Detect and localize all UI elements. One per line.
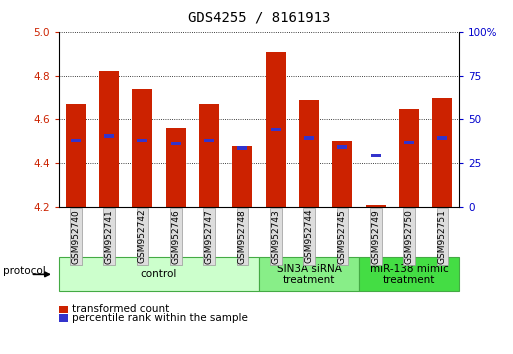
- Bar: [166, 128, 186, 207]
- Text: GSM952743: GSM952743: [271, 209, 280, 264]
- Text: GSM952745: GSM952745: [338, 209, 347, 264]
- Bar: [137, 138, 147, 142]
- FancyBboxPatch shape: [59, 257, 259, 291]
- Text: GSM952742: GSM952742: [138, 209, 147, 263]
- Text: percentile rank within the sample: percentile rank within the sample: [72, 313, 248, 323]
- Bar: [438, 136, 447, 140]
- Bar: [371, 154, 381, 158]
- Text: GSM952751: GSM952751: [438, 209, 447, 264]
- Bar: [204, 138, 214, 142]
- Bar: [238, 146, 247, 150]
- Text: miR-138 mimic
treatment: miR-138 mimic treatment: [370, 263, 448, 285]
- Text: GDS4255 / 8161913: GDS4255 / 8161913: [188, 11, 330, 25]
- Text: GSM952747: GSM952747: [205, 209, 213, 264]
- Bar: [199, 104, 219, 207]
- Text: protocol: protocol: [3, 266, 45, 276]
- Bar: [99, 71, 119, 207]
- Text: control: control: [141, 269, 177, 279]
- Bar: [266, 52, 286, 207]
- Bar: [404, 141, 414, 144]
- FancyBboxPatch shape: [259, 257, 359, 291]
- Bar: [271, 127, 281, 131]
- Text: transformed count: transformed count: [72, 304, 169, 314]
- Bar: [104, 134, 114, 138]
- Bar: [171, 142, 181, 145]
- Text: GSM952749: GSM952749: [371, 209, 380, 264]
- Bar: [299, 100, 319, 207]
- Text: GSM952746: GSM952746: [171, 209, 180, 264]
- Text: GSM952748: GSM952748: [238, 209, 247, 264]
- Text: SIN3A siRNA
treatment: SIN3A siRNA treatment: [277, 263, 342, 285]
- Bar: [399, 109, 419, 207]
- Text: GSM952744: GSM952744: [305, 209, 313, 263]
- Bar: [71, 138, 81, 142]
- Bar: [132, 89, 152, 207]
- Text: GSM952740: GSM952740: [71, 209, 80, 264]
- Bar: [338, 145, 347, 149]
- Bar: [432, 98, 452, 207]
- Bar: [304, 136, 314, 140]
- Bar: [66, 104, 86, 207]
- Bar: [232, 146, 252, 207]
- FancyBboxPatch shape: [359, 257, 459, 291]
- Bar: [366, 205, 386, 207]
- Text: GSM952750: GSM952750: [405, 209, 413, 264]
- Bar: [332, 141, 352, 207]
- Text: GSM952741: GSM952741: [105, 209, 113, 264]
